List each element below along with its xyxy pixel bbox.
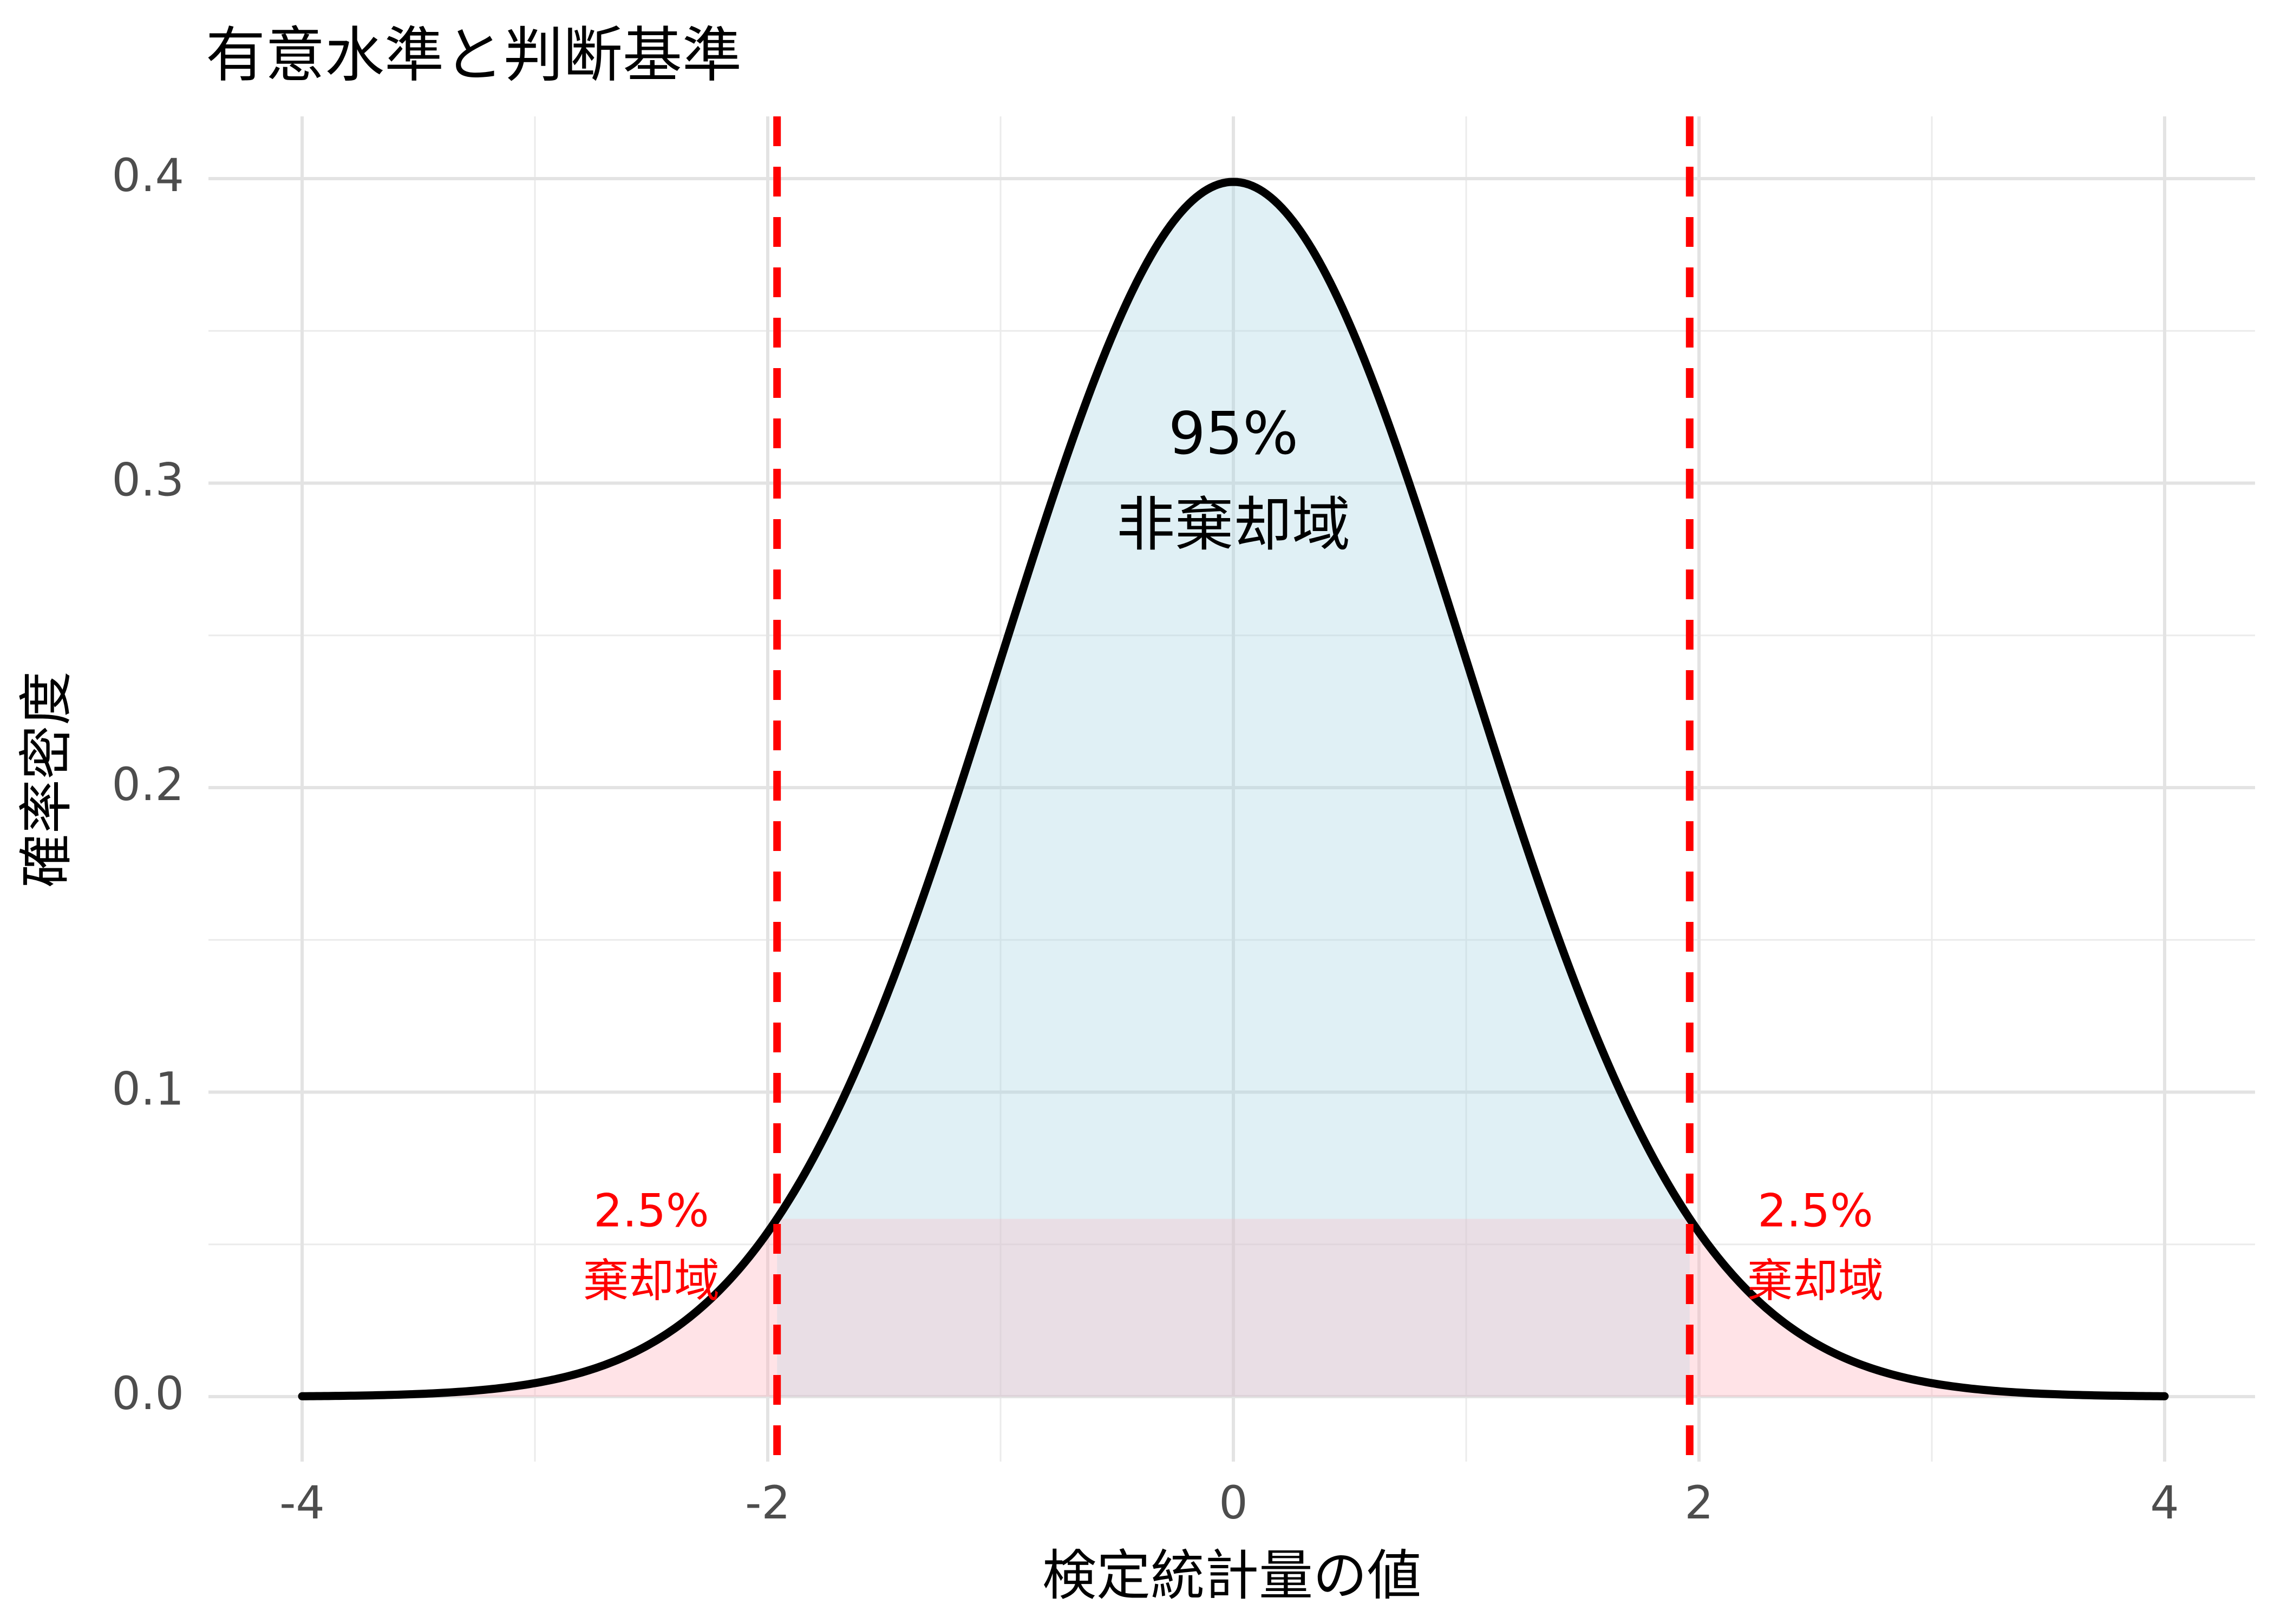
x-tick-label: 2 bbox=[1684, 1476, 1713, 1529]
x-tick-label: 4 bbox=[2150, 1476, 2179, 1529]
x-tick-label: -4 bbox=[279, 1476, 325, 1529]
density-curve bbox=[298, 178, 2169, 1400]
center-annotation: 95% bbox=[1168, 400, 1298, 468]
y-tick-label: 0.4 bbox=[112, 149, 184, 202]
region-rejection-right bbox=[1689, 1219, 2165, 1397]
axes: -4 -2 0 2 4 0.0 0.1 0.2 0.3 0.4 bbox=[112, 149, 2179, 1529]
annotations: 95% 非棄却域 2.5% 棄却域 2.5% 棄却域 bbox=[583, 400, 1884, 1307]
left-tail-annotation: 2.5% bbox=[593, 1184, 709, 1237]
right-tail-annotation: 2.5% bbox=[1757, 1184, 1873, 1237]
chart-title: 有意水準と判断基準 bbox=[206, 21, 742, 90]
region-acceptance bbox=[777, 181, 1690, 1397]
y-tick-label: 0.2 bbox=[112, 758, 184, 811]
y-axis-title: 確率密度 bbox=[15, 671, 78, 888]
y-tick-label: 0.0 bbox=[112, 1367, 184, 1420]
region-rejection-left bbox=[302, 1219, 777, 1397]
y-tick-label: 0.3 bbox=[112, 453, 184, 506]
left-tail-annotation: 棄却域 bbox=[583, 1254, 720, 1307]
center-annotation: 非棄却域 bbox=[1116, 492, 1350, 559]
y-tick-label: 0.1 bbox=[112, 1062, 184, 1115]
x-tick-label: -2 bbox=[745, 1476, 790, 1529]
right-tail-annotation: 棄却域 bbox=[1747, 1254, 1884, 1307]
x-axis-title: 検定統計量の値 bbox=[1042, 1544, 1421, 1607]
baseline-band bbox=[777, 1219, 1690, 1397]
x-tick-label: 0 bbox=[1219, 1476, 1247, 1529]
filled-regions bbox=[302, 181, 2165, 1397]
density-curve-layer bbox=[298, 178, 2169, 1400]
critical-lines bbox=[773, 116, 1694, 1462]
